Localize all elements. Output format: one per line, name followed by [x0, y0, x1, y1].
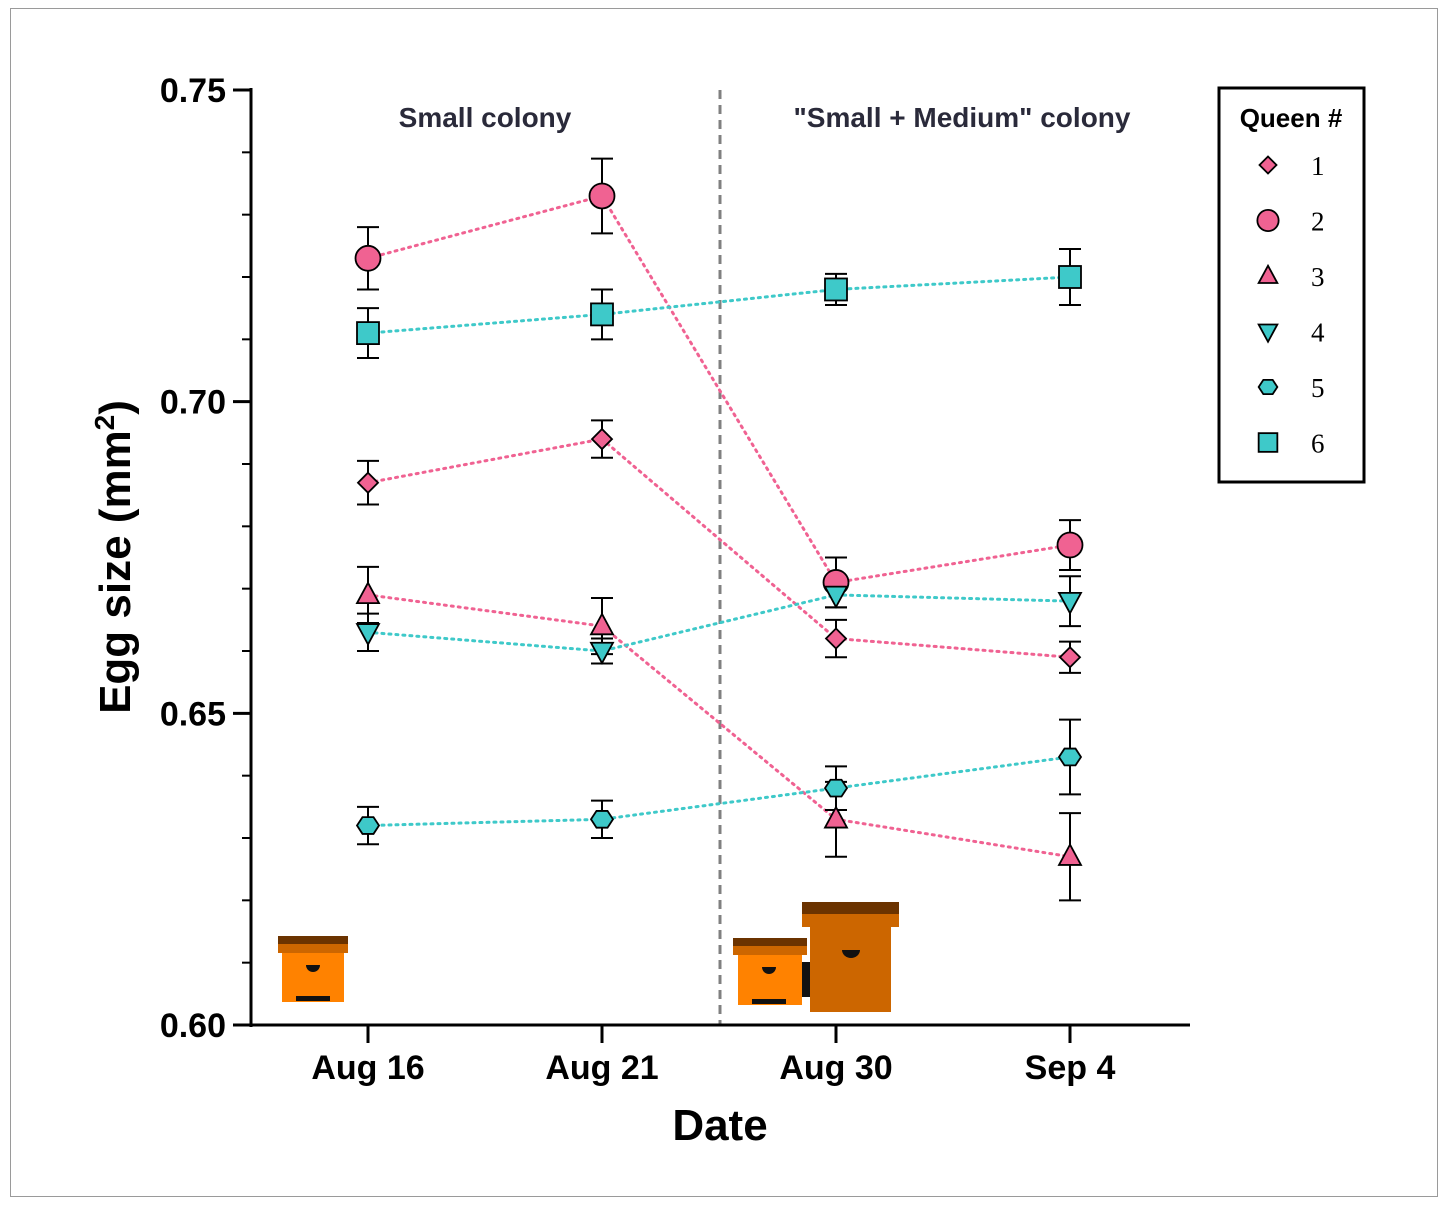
legend-label: 2 — [1311, 207, 1325, 237]
y-tick-label: 0.65 — [160, 695, 226, 733]
data-point-queen-4 — [1057, 591, 1083, 616]
legend-item-2: 2 — [1256, 207, 1325, 237]
legend-label: 4 — [1311, 318, 1325, 348]
legend-label: 3 — [1311, 262, 1325, 292]
data-point-queen-3 — [355, 580, 381, 605]
data-point-queen-6 — [356, 321, 380, 346]
series-line-1 — [366, 437, 1072, 659]
x-tick-label: Aug 21 — [545, 1049, 658, 1087]
legend-marker-icon — [1257, 263, 1279, 284]
y-axis-title: Egg size (mm2) — [89, 400, 140, 714]
series-line-6 — [366, 275, 1072, 335]
data-point-queen-6 — [590, 302, 614, 327]
data-point-queen-6 — [824, 277, 848, 302]
legend-label: 5 — [1311, 373, 1325, 403]
data-point-queen-5 — [1057, 747, 1083, 767]
legend-item-4: 4 — [1257, 318, 1325, 348]
data-point-queen-5 — [355, 816, 381, 835]
legend-marker-icon — [1257, 378, 1279, 396]
region-label-small: Small colony — [399, 102, 572, 133]
series-line-5 — [366, 755, 1072, 828]
x-tick-label: Sep 4 — [1025, 1049, 1116, 1087]
data-point-queen-2 — [354, 244, 382, 272]
data-point-queen-1 — [824, 627, 848, 650]
figure-frame — [10, 8, 1438, 1197]
data-point-queen-1 — [590, 427, 614, 451]
legend-label: 6 — [1311, 429, 1325, 459]
medium-hive-icon — [802, 902, 899, 1012]
data-point-queen-3 — [823, 805, 849, 829]
x-axis-title: Date — [672, 1101, 767, 1150]
data-point-queen-3 — [589, 612, 615, 636]
legend-marker-icon — [1258, 155, 1278, 175]
legend-marker-icon — [1257, 432, 1279, 453]
legend-marker-icon — [1256, 208, 1280, 233]
series-line-3 — [366, 593, 1072, 859]
x-tick-label: Aug 30 — [779, 1049, 892, 1087]
data-point-queen-5 — [823, 778, 849, 798]
data-point-queen-6 — [1058, 265, 1082, 289]
series-line-2 — [366, 194, 1072, 585]
data-point-queen-1 — [1058, 645, 1082, 669]
data-point-queen-4 — [823, 585, 849, 609]
data-point-queen-1 — [356, 471, 380, 494]
data-point-queen-2 — [588, 182, 616, 210]
data-point-queen-4 — [589, 641, 615, 665]
legend-item-6: 6 — [1257, 429, 1325, 459]
data-point-queen-5 — [589, 810, 615, 829]
legend-item-1: 1 — [1258, 151, 1325, 181]
x-tick-label: Aug 16 — [311, 1049, 424, 1087]
legend-title: Queen # — [1240, 103, 1343, 133]
data-point-queen-4 — [355, 623, 381, 647]
y-tick-label: 0.75 — [160, 72, 226, 110]
small-hive-icon — [278, 936, 348, 1002]
data-point-queen-3 — [1057, 842, 1083, 866]
legend-item-3: 3 — [1257, 262, 1325, 292]
y-tick-label: 0.70 — [160, 384, 226, 422]
small-hive-icon — [733, 938, 807, 1005]
legend: Queen # 1 2 3 4 5 6 — [1217, 86, 1366, 484]
legend-label: 1 — [1311, 151, 1325, 181]
legend-item-5: 5 — [1257, 373, 1325, 403]
region-label-small-medium: "Small + Medium" colony — [794, 102, 1131, 133]
legend-marker-icon — [1257, 323, 1279, 344]
y-tick-label: 0.60 — [160, 1007, 226, 1045]
data-point-queen-2 — [1056, 531, 1084, 559]
